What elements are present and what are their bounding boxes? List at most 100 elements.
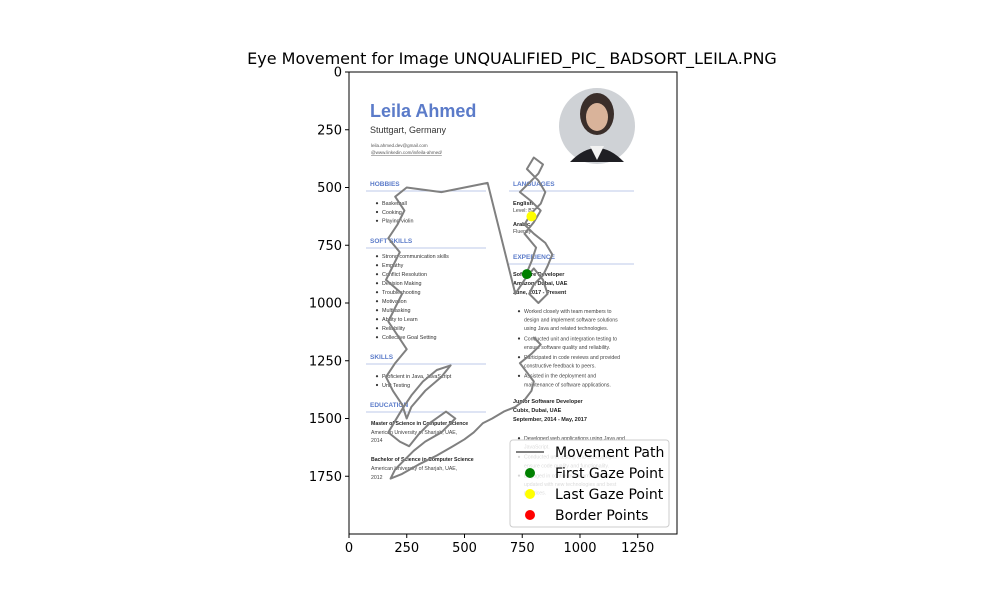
legend-box: [509, 439, 670, 528]
y-tick-label: 0: [334, 66, 342, 81]
resume-image: Leila Ahmed Stuttgart, Germany leila.ahm…: [360, 80, 658, 526]
y-tick-label: 1000: [309, 297, 342, 312]
skill-bullet: [375, 375, 379, 378]
cv-location: Stuttgart, Germany: [370, 125, 447, 135]
gaze-points: [521, 211, 537, 280]
legend-label: Last Gaze Point: [555, 487, 664, 503]
cv-hobbies-heading: HOBBIES: [370, 181, 400, 188]
cv-email: leila.ahmed.dev@gmail.com: [371, 143, 428, 148]
y-tick-label: 1500: [309, 412, 342, 427]
legend-swatch-dot: [525, 489, 535, 499]
job1-line: Participated in code reviews and provide…: [524, 355, 620, 361]
soft-skill-bullet: [375, 291, 379, 294]
cv-lang1: English: [513, 201, 534, 207]
y-tick-label: 1250: [309, 354, 342, 369]
soft-skill-bullet: [375, 309, 379, 312]
cv-linkedin: @www.linkedin.com/in/leila-ahmed/: [371, 150, 443, 155]
y-tick-label: 750: [317, 239, 342, 254]
job2-line: Developed web applications using Java an…: [524, 436, 625, 442]
photo-face: [586, 103, 608, 131]
soft-skill-bullet: [375, 318, 379, 321]
cv-edu1-year: 2014: [371, 438, 383, 444]
job1-line: constructive feedback to peers.: [524, 364, 596, 370]
legend-label: First Gaze Point: [555, 466, 664, 482]
hobby-item: Basketball: [382, 201, 407, 207]
cv-job2-title: Junior Software Developer: [513, 399, 584, 405]
job1-line: maintenance of software applications.: [524, 382, 611, 388]
cv-experience-heading: EXPERIENCE: [513, 254, 556, 261]
skill-item: Unit Testing: [382, 383, 410, 389]
y-tick-label: 250: [317, 123, 342, 138]
job1-bullet: [517, 356, 521, 359]
photo-shirt: [590, 146, 604, 160]
hobby-bullet: [375, 219, 379, 222]
legend-items: Movement Path First Gaze Point Last Gaze P…: [516, 445, 664, 524]
job1-line: ensure software quality and reliability.: [524, 345, 610, 351]
skill-item: Proficient in Java, JavaScript: [382, 374, 452, 380]
hobby-bullet: [375, 210, 379, 214]
legend-label: Movement Path: [555, 445, 664, 461]
job1-bullet: [517, 337, 521, 340]
x-axis: 0 250 500 750 1000 1250: [345, 534, 654, 556]
x-tick-label: 750: [510, 541, 535, 556]
legend-swatch-dot: [525, 510, 535, 520]
hobby-bullet: [375, 202, 379, 205]
x-tick-label: 500: [452, 541, 477, 556]
soft-skill-bullet: [375, 255, 379, 258]
soft-skill-item: Multitasking: [382, 308, 410, 314]
soft-skill-item: Ability to Learn: [382, 317, 418, 323]
cv-edu1-degree: Master of Science in Computer Science: [371, 421, 468, 427]
job1-bullet: [517, 374, 521, 377]
cv-lang2-level: Fluently: [513, 229, 532, 235]
hobby-item: Cooking: [382, 210, 402, 216]
soft-skill-bullet: [375, 273, 379, 276]
soft-skill-item: Motivation: [382, 299, 407, 305]
y-tick-label: 500: [317, 181, 342, 196]
cv-languages-heading: LANGUAGES: [513, 181, 555, 188]
cv-skills-heading: SKILLS: [370, 354, 394, 361]
job1-line: Conducted unit and integration testing t…: [524, 336, 617, 342]
hobby-item: Playing violin: [382, 219, 413, 225]
soft-skill-item: Collective Goal Setting: [382, 335, 437, 341]
x-tick-label: 1000: [563, 541, 596, 556]
x-tick-label: 1250: [621, 541, 654, 556]
soft-skill-item: Strong communication skills: [382, 254, 449, 260]
job2-bullet: [517, 437, 521, 440]
x-tick-label: 250: [394, 541, 419, 556]
cv-edu2-degree: Bachelor of Science in Computer Science: [371, 457, 474, 463]
cv-job1-company: Amazon, Dubai, UAE: [513, 281, 568, 287]
x-tick-label: 0: [345, 541, 353, 556]
movement-path-line: [385, 156, 554, 480]
job1-line: design and implement software solutions: [524, 318, 618, 324]
last-gaze-point: [526, 211, 537, 222]
cv-edu1-school: American University of Sharjah, UAE,: [371, 430, 457, 436]
cv-job1-bullets: Worked closely with team members to desig…: [517, 309, 620, 388]
cv-job2-dates: September, 2014 - May, 2017: [513, 417, 587, 423]
soft-skill-bullet: [375, 282, 379, 285]
legend-label: Border Points: [555, 508, 648, 524]
cv-lang1-level: Level: B2: [513, 208, 535, 214]
cv-job1-dates: June, 2017 - Present: [513, 290, 566, 296]
soft-skill-item: Conflict Resolution: [382, 272, 427, 278]
skill-bullet: [375, 383, 379, 387]
cv-skills-list: Proficient in Java, JavaScript Unit Testi…: [375, 374, 452, 389]
job1-line: Assisted in the deployment and: [524, 374, 596, 380]
chart-title: Eye Movement for Image UNQUALIFIED_PIC_ …: [247, 49, 777, 69]
soft-skill-bullet: [375, 336, 379, 339]
cv-edu2-school: American University of Sharjah, UAE,: [371, 466, 457, 472]
legend-swatch-dot: [525, 468, 535, 478]
job1-line: Worked closely with team members to: [524, 309, 612, 315]
cv-job2-company: Cubix, Dubai, UAE: [513, 408, 562, 414]
job1-line: using Java and related technologies.: [524, 326, 608, 332]
cv-hobbies-list: Basketball Cooking Playing violin: [375, 201, 413, 225]
cv-lang2: Arabic: [513, 222, 530, 228]
y-tick-label: 1750: [309, 470, 342, 485]
job1-bullet: [517, 310, 521, 313]
cv-edu2-year: 2012: [371, 475, 383, 481]
cv-education-heading: EDUCATION: [370, 402, 408, 409]
soft-skill-bullet: [375, 300, 379, 303]
soft-skill-bullet: [375, 327, 379, 330]
y-axis: 0 250 500 750 1000 1250 1500 1750: [309, 66, 349, 485]
